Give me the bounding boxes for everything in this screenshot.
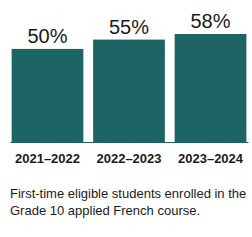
x-tick: 2021–2022 <box>15 142 80 166</box>
bar <box>93 40 165 142</box>
bar <box>12 49 84 142</box>
x-tick-label: 2021–2022 <box>15 151 80 166</box>
data-label: 55% <box>109 16 149 38</box>
x-tick-label: 2022–2023 <box>96 151 161 166</box>
data-label: 58% <box>190 10 230 32</box>
caption-line: Grade 10 applied French course. <box>10 203 200 218</box>
x-axis: 2021–2022 2022–2023 2023–2024 <box>11 142 249 166</box>
x-axis-line <box>11 142 249 143</box>
x-tick: 2022–2023 <box>96 142 161 166</box>
chart: 50% 55% 58% 2021–2022 2022–2023 2023–2024 Firs… <box>0 0 252 237</box>
data-labels: 50% 55% 58% <box>27 10 230 47</box>
caption: First-time eligible students enrolled in… <box>10 186 246 218</box>
data-label: 50% <box>27 25 67 47</box>
x-tick-label: 2023–2024 <box>178 151 244 166</box>
bars <box>12 34 247 142</box>
caption-line: First-time eligible students enrolled in… <box>10 186 246 201</box>
bar <box>175 34 247 142</box>
plot: 50% 55% 58% 2021–2022 2022–2023 2023–2024 <box>11 10 249 166</box>
x-tick: 2023–2024 <box>178 142 244 166</box>
